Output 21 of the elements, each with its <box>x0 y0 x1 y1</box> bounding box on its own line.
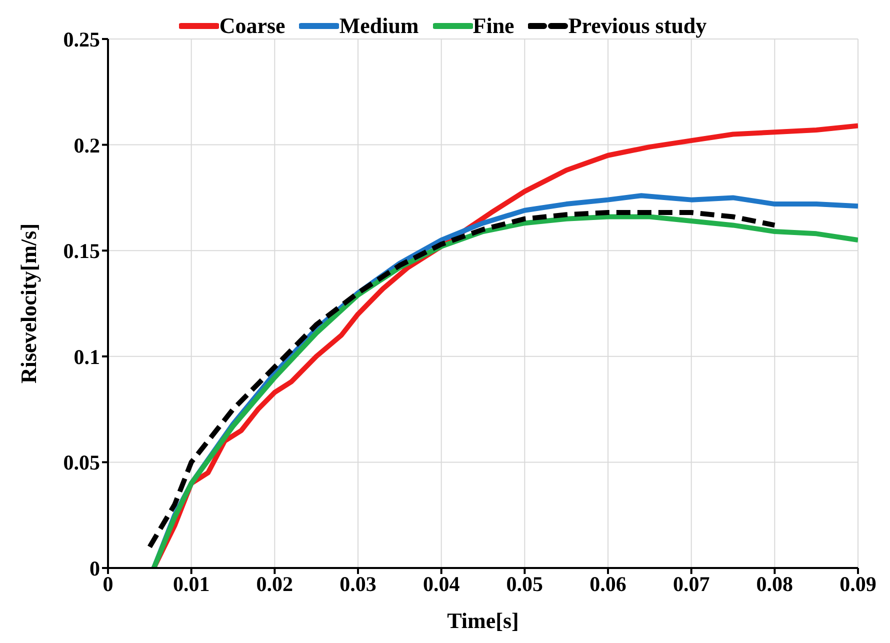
x-tick-label: 0.04 <box>422 572 460 596</box>
y-tick-label: 0 <box>90 556 100 580</box>
x-tick-label: 0.07 <box>672 572 710 596</box>
x-tick-label: 0.09 <box>840 572 876 596</box>
x-axis-title: Time[s] <box>447 608 519 633</box>
x-tick-label: 0.01 <box>172 572 210 596</box>
legend-label: Previous study <box>568 13 707 39</box>
x-tick-label: 0.02 <box>256 572 294 596</box>
legend-label: Coarse <box>219 13 286 39</box>
x-tick-label: 0.08 <box>756 572 794 596</box>
y-tick-label: 0.2 <box>74 133 100 158</box>
y-axis-title: Risevelocity[m/s] <box>16 223 41 384</box>
y-tick-label: 0.15 <box>63 239 100 264</box>
legend-label: Fine <box>472 13 514 39</box>
x-tick-label: 0.05 <box>506 572 544 596</box>
y-tick-label: 0.1 <box>74 344 100 369</box>
y-tick-label: 0.25 <box>63 27 100 52</box>
legend-label: Medium <box>339 13 419 39</box>
x-tick-label: 0.03 <box>340 572 376 596</box>
x-tick-label: 0.06 <box>590 572 626 596</box>
y-tick-label: 0.05 <box>63 450 100 475</box>
